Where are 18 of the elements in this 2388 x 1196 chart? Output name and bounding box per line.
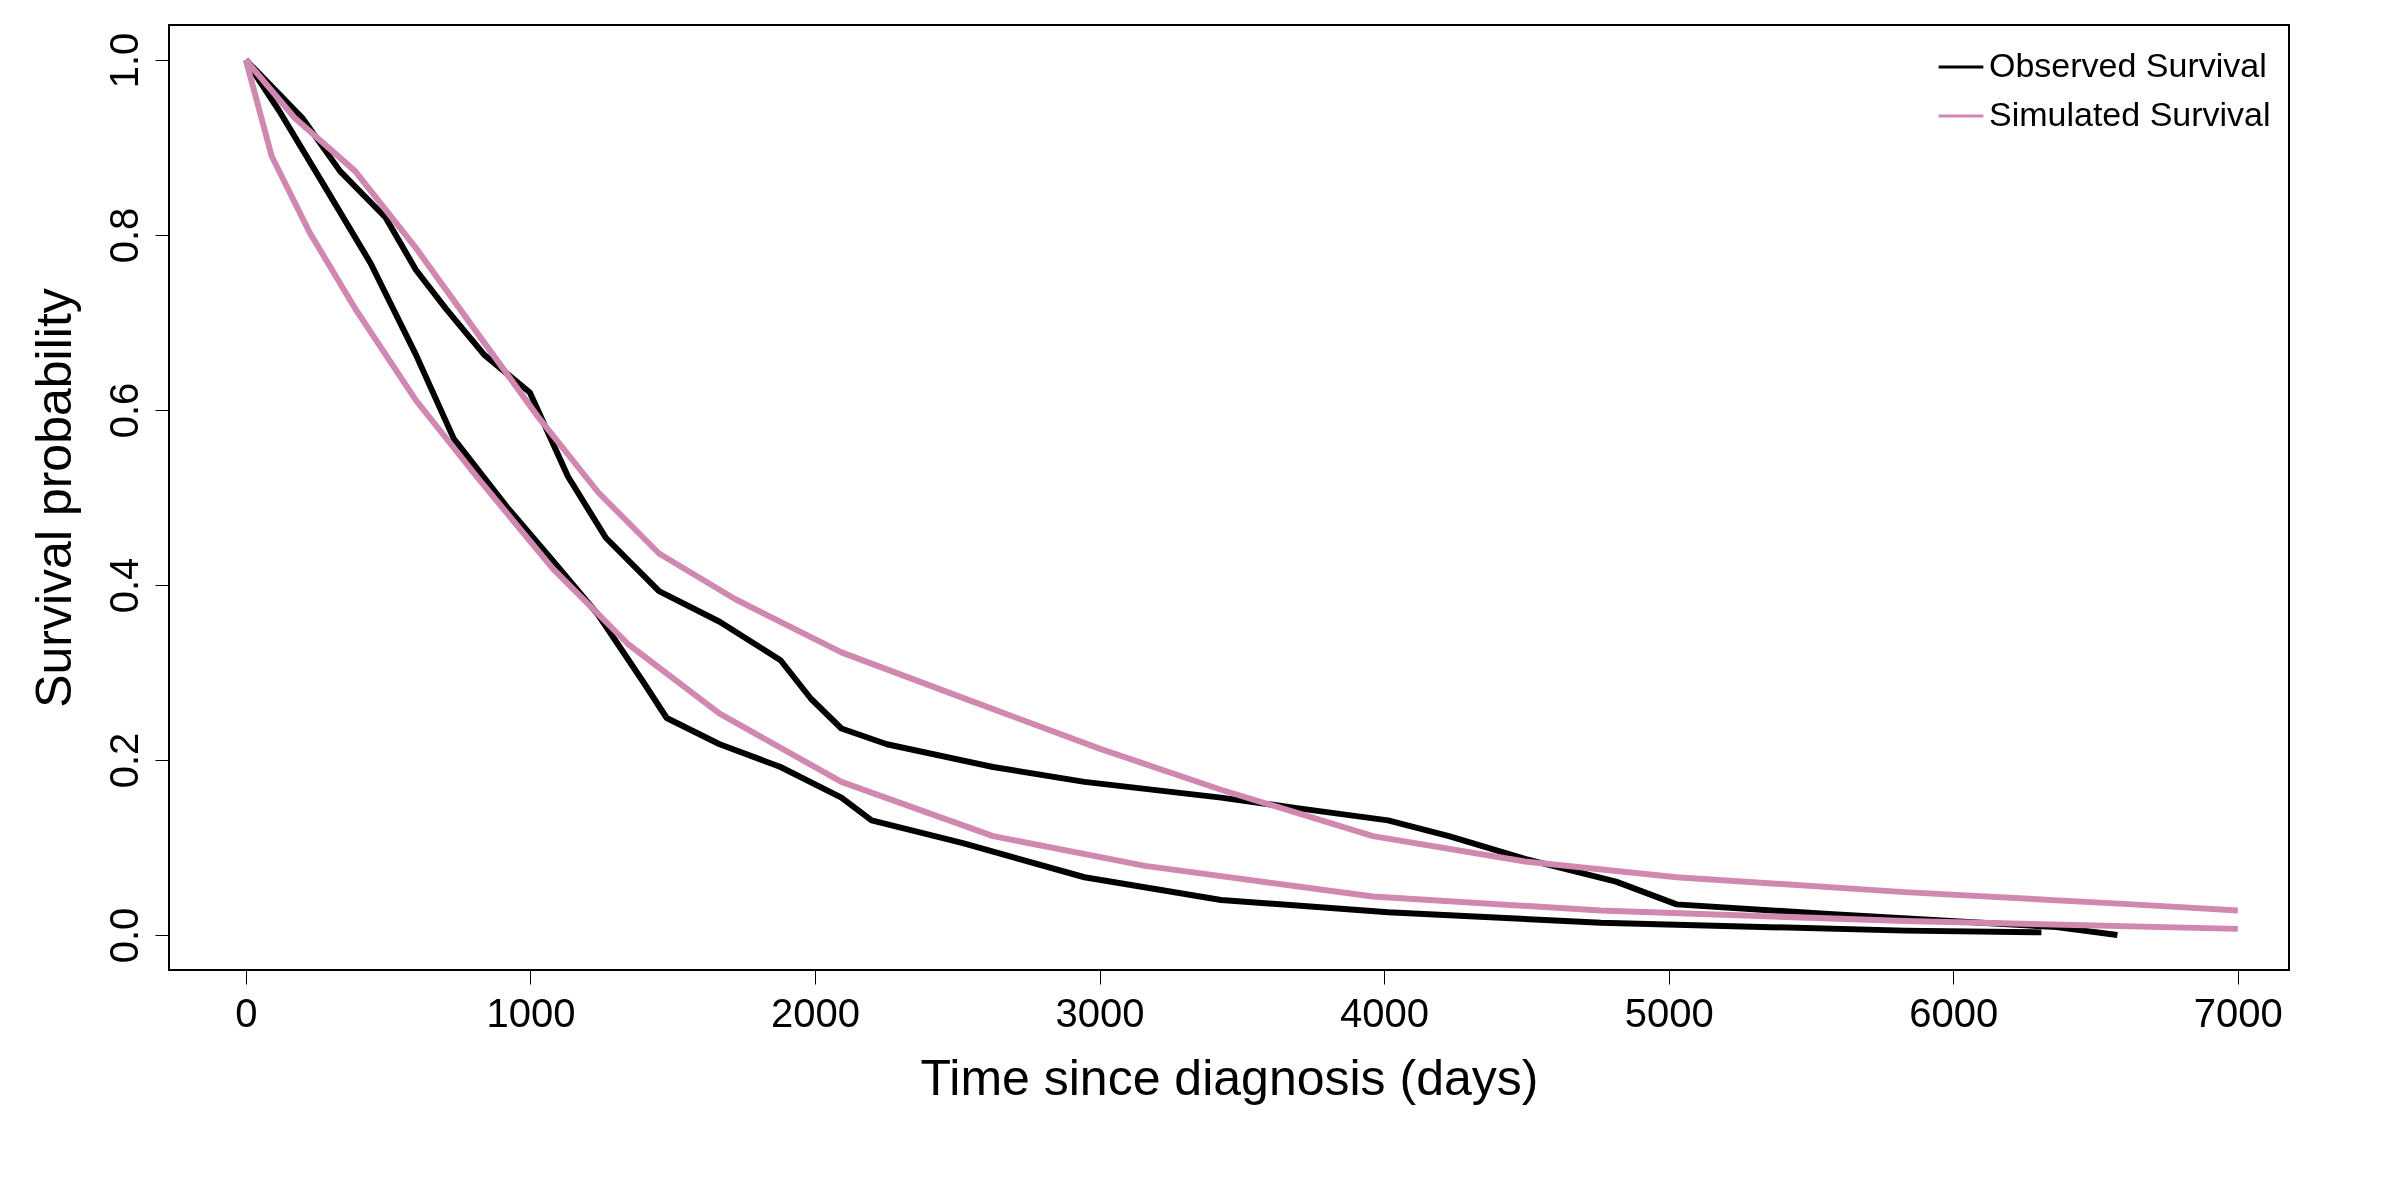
y-tick-label: 0.4 — [101, 557, 146, 614]
y-tick-label: 0.0 — [101, 907, 146, 964]
legend-label: Observed Survival — [1989, 46, 2267, 84]
y-tick-label: 1.0 — [101, 32, 146, 89]
x-axis-title: Time since diagnosis (days) — [920, 1049, 1539, 1106]
x-tick-label: 3000 — [1055, 990, 1145, 1035]
x-tick-label: 5000 — [1624, 990, 1714, 1035]
x-tick-label: 1000 — [486, 990, 576, 1035]
x-tick-label: 6000 — [1909, 990, 1999, 1035]
y-axis-title: Survival probability — [25, 288, 82, 708]
y-tick-label: 0.2 — [101, 732, 146, 789]
x-tick-label: 4000 — [1340, 990, 1430, 1035]
x-tick-label: 7000 — [2193, 990, 2283, 1035]
x-tick-label: 2000 — [770, 990, 860, 1035]
x-tick-label: 0 — [235, 990, 258, 1035]
legend-label: Simulated Survival — [1989, 95, 2271, 133]
y-tick-label: 0.8 — [101, 207, 146, 264]
y-tick-label: 0.6 — [101, 382, 146, 439]
